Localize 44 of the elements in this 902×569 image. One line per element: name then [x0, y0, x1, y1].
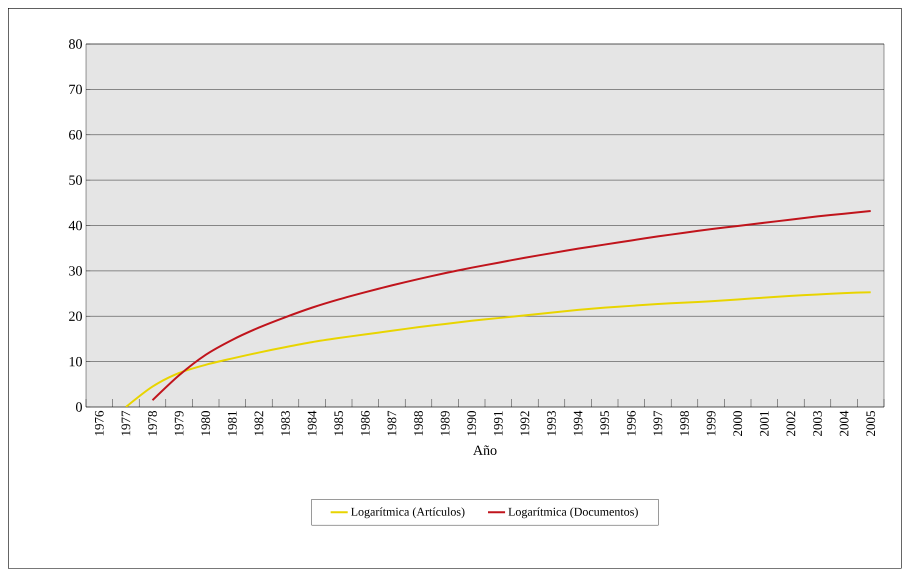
- x-tick-label: 1994: [574, 410, 582, 436]
- x-tick-label: 1977: [122, 411, 130, 436]
- x-tick-label: 1983: [281, 411, 290, 436]
- line-series: [152, 210, 872, 402]
- x-axis-title: Año: [473, 446, 497, 456]
- x-tick-label: 1998: [680, 411, 689, 436]
- x-tick-label: 1978: [148, 411, 157, 436]
- x-tick-label: 1984: [308, 410, 316, 436]
- x-tick-label: 1997: [654, 411, 662, 436]
- x-tick-label: 1996: [626, 411, 636, 436]
- x-tick-label: 1985: [334, 411, 344, 436]
- y-tick-label: 10: [70, 357, 82, 367]
- y-tick-label: 0: [76, 402, 82, 412]
- x-tick-label: 1980: [201, 411, 210, 436]
- x-tick-label: 1989: [440, 411, 450, 436]
- y-tick-label: 50: [69, 176, 82, 186]
- x-tick-label: 2001: [760, 412, 769, 436]
- y-tick-label: 40: [68, 220, 82, 230]
- x-tick-label: 2005: [866, 411, 876, 436]
- x-tick-label: 2000: [733, 411, 742, 436]
- x-tick-label: 1993: [547, 411, 556, 436]
- y-tick-label: 60: [69, 130, 82, 140]
- x-tick-label: 1988: [414, 411, 423, 436]
- y-tick-label: 70: [69, 84, 82, 94]
- y-tick-label: 30: [69, 266, 82, 276]
- x-tick-label: 1991: [494, 412, 503, 436]
- x-tick-label: 1982: [254, 411, 264, 436]
- legend-label: Logarítmica (Documentos): [508, 508, 638, 518]
- x-tick-label: 1990: [467, 411, 476, 436]
- x-tick-label: 2004: [840, 410, 848, 436]
- x-tick-label: 1979: [174, 411, 184, 436]
- x-tick-label: 1999: [706, 411, 716, 436]
- legend-label: Logarítmica (Artículos): [351, 508, 464, 518]
- x-tick-label: 1976: [94, 411, 104, 436]
- x-tick-label: 1981: [228, 412, 237, 436]
- x-tick-label: 1992: [520, 411, 530, 436]
- y-tick-label: 20: [69, 312, 82, 322]
- x-tick-label: 1995: [600, 411, 610, 436]
- x-tick-label: 1986: [360, 411, 370, 436]
- y-tick-label: 80: [69, 39, 82, 49]
- x-tick-label: 1987: [388, 411, 396, 436]
- x-tick-label: 2003: [813, 411, 822, 436]
- x-tick-label: 2002: [786, 411, 796, 436]
- line-series: [124, 291, 872, 408]
